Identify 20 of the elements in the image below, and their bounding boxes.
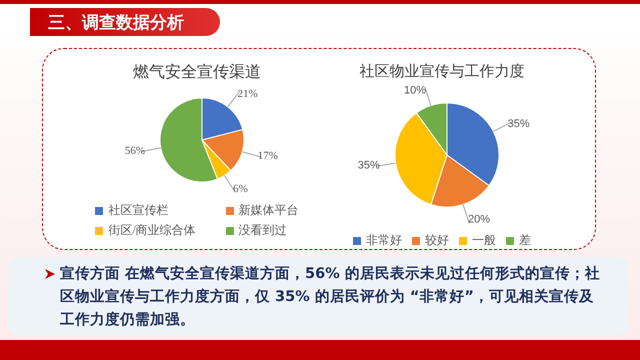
chart-title: 燃气安全宣传渠道	[132, 62, 262, 83]
legend-label: 较好	[424, 232, 449, 249]
data-label: 20%	[468, 214, 490, 226]
text: 三、调查数据分析	[48, 12, 184, 34]
legend-label: 一般	[471, 232, 496, 249]
legend-label: 街区/商业综合体	[107, 222, 196, 239]
data-label: 6%	[233, 182, 248, 195]
data-label: 35%	[358, 160, 380, 172]
legend-label: 非常好	[365, 232, 402, 249]
legend-label: 新媒体平台	[238, 202, 299, 219]
data-label: 17%	[258, 150, 278, 162]
data-label: 35%	[508, 118, 530, 130]
data-label: 21%	[238, 88, 258, 100]
text: 宣传方面 在燃气安全宣传渠道方面，56% 的居民表示未见过任何形式的宣传；社区物业宣传与工作力度方面，仅 35% 的居民评价为 “非常好”，可见相关宣传及工作力度仍需加强。	[60, 264, 600, 330]
data-label: 10%	[404, 84, 426, 96]
data-label: 56%	[124, 144, 146, 157]
chart-title: 社区物业宣传与工作力度	[358, 62, 526, 82]
legend-label: 社区宣传栏	[107, 202, 170, 219]
legend-label: 差	[518, 232, 531, 249]
legend-label: 没看到过	[238, 222, 288, 239]
